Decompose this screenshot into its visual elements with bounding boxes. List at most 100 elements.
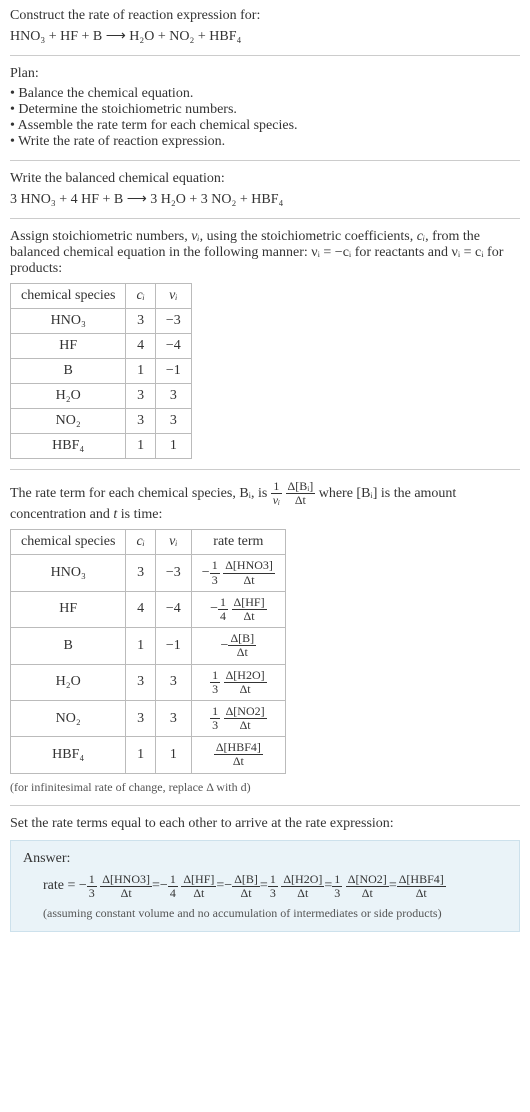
cell-nui: 1 — [155, 434, 191, 459]
cell-species: HNO₃ — [11, 555, 126, 591]
cell-species: HF — [11, 334, 126, 359]
text: is time: — [117, 507, 162, 522]
cell-species: H₂O — [11, 384, 126, 409]
plan-item: Balance the chemical equation. — [10, 86, 520, 102]
relation-products: νᵢ = cᵢ — [452, 245, 484, 260]
cell-ci: 4 — [126, 591, 155, 627]
table-row: NO₂3313 Δ[NO2]Δt — [11, 700, 286, 736]
col-nui: νᵢ — [155, 530, 191, 555]
cell-rate-term: −13 Δ[HNO3]Δt — [191, 555, 285, 591]
table-row: H₂O3313 Δ[H2O]Δt — [11, 664, 286, 700]
rate-term-table: chemical species cᵢ νᵢ rate term HNO₃3−3… — [10, 529, 286, 773]
cell-ci: 3 — [126, 700, 155, 736]
text: The rate term for each chemical species,… — [10, 486, 271, 501]
stoich-explanation: Assign stoichiometric numbers, νᵢ, using… — [10, 229, 520, 277]
text: , using the stoichiometric coefficients, — [200, 229, 417, 244]
rate-label: rate = — [43, 878, 75, 894]
cell-species: NO₂ — [11, 409, 126, 434]
table-row: HBF₄11Δ[HBF4]Δt — [11, 737, 286, 773]
cell-nui: −3 — [155, 555, 191, 591]
ci-symbol: cᵢ — [417, 229, 425, 244]
cell-species: NO₂ — [11, 700, 126, 736]
divider — [10, 55, 520, 56]
table-row: H₂O33 — [11, 384, 192, 409]
cell-nui: −1 — [155, 359, 191, 384]
plan-item: Determine the stoichiometric numbers. — [10, 102, 520, 118]
rate-terms: −13 Δ[HNO3]Δt = −14 Δ[HF]Δt = −Δ[B]Δt = … — [79, 879, 446, 894]
table-row: HBF₄11 — [11, 434, 192, 459]
cell-rate-term: 13 Δ[H2O]Δt — [191, 664, 285, 700]
cell-ci: 3 — [126, 409, 155, 434]
cell-nui: −3 — [155, 309, 191, 334]
cell-species: HBF₄ — [11, 737, 126, 773]
cell-ci: 3 — [126, 555, 155, 591]
plan-heading: Plan: — [10, 66, 520, 82]
cell-rate-term: Δ[HBF4]Δt — [191, 737, 285, 773]
cell-nui: 3 — [155, 664, 191, 700]
table-row: B1−1−Δ[B]Δt — [11, 628, 286, 664]
assumption-note: (assuming constant volume and no accumul… — [23, 906, 507, 921]
fraction: Δ[Bᵢ]Δt — [286, 480, 316, 507]
cell-nui: 1 — [155, 737, 191, 773]
rate-expression: rate = −13 Δ[HNO3]Δt = −14 Δ[HF]Δt = −Δ[… — [23, 873, 507, 900]
table-header-row: chemical species cᵢ νᵢ — [11, 284, 192, 309]
table-row: HF4−4−14 Δ[HF]Δt — [11, 591, 286, 627]
final-heading: Set the rate terms equal to each other t… — [10, 816, 520, 832]
col-ci: cᵢ — [126, 530, 155, 555]
cell-rate-term: 13 Δ[NO2]Δt — [191, 700, 285, 736]
fraction: 1νᵢ — [271, 480, 282, 507]
rate-term-explanation: The rate term for each chemical species,… — [10, 480, 520, 523]
plan-item: Assemble the rate term for each chemical… — [10, 118, 520, 134]
balanced-heading: Write the balanced chemical equation: — [10, 171, 520, 187]
table-footnote: (for infinitesimal rate of change, repla… — [10, 780, 520, 795]
cell-ci: 3 — [126, 384, 155, 409]
table-row: HNO₃3−3−13 Δ[HNO3]Δt — [11, 555, 286, 591]
cell-species: HNO₃ — [11, 309, 126, 334]
divider — [10, 160, 520, 161]
cell-nui: −1 — [155, 628, 191, 664]
cell-species: HBF₄ — [11, 434, 126, 459]
cell-nui: 3 — [155, 409, 191, 434]
unbalanced-equation: HNO₃ + HF + B ⟶ H₂O + NO₂ + HBF₄ — [10, 28, 520, 45]
cell-ci: 3 — [126, 309, 155, 334]
text: Assign stoichiometric numbers, — [10, 229, 191, 244]
cell-ci: 1 — [126, 628, 155, 664]
cell-rate-term: −14 Δ[HF]Δt — [191, 591, 285, 627]
col-ci: cᵢ — [126, 284, 155, 309]
relation-reactants: νᵢ = −cᵢ — [311, 245, 351, 260]
table-header-row: chemical species cᵢ νᵢ rate term — [11, 530, 286, 555]
cell-nui: 3 — [155, 384, 191, 409]
table-row: HF4−4 — [11, 334, 192, 359]
cell-nui: −4 — [155, 334, 191, 359]
col-rate-term: rate term — [191, 530, 285, 555]
divider — [10, 805, 520, 806]
col-species: chemical species — [11, 530, 126, 555]
cell-ci: 1 — [126, 434, 155, 459]
cell-species: H₂O — [11, 664, 126, 700]
table-row: HNO₃3−3 — [11, 309, 192, 334]
plan-item: Write the rate of reaction expression. — [10, 134, 520, 150]
table-row: NO₂33 — [11, 409, 192, 434]
table-row: B1−1 — [11, 359, 192, 384]
cell-species: B — [11, 359, 126, 384]
cell-ci: 1 — [126, 737, 155, 773]
divider — [10, 469, 520, 470]
cell-ci: 3 — [126, 664, 155, 700]
intro-text: Construct the rate of reaction expressio… — [10, 8, 520, 24]
cell-rate-term: −Δ[B]Δt — [191, 628, 285, 664]
cell-ci: 1 — [126, 359, 155, 384]
answer-label: Answer: — [23, 851, 507, 867]
cell-species: B — [11, 628, 126, 664]
plan-list: Balance the chemical equation. Determine… — [10, 86, 520, 150]
cell-ci: 4 — [126, 334, 155, 359]
balanced-equation: 3 HNO₃ + 4 HF + B ⟶ 3 H₂O + 3 NO₂ + HBF₄ — [10, 191, 520, 208]
col-species: chemical species — [11, 284, 126, 309]
text: for reactants and — [351, 245, 451, 260]
answer-box: Answer: rate = −13 Δ[HNO3]Δt = −14 Δ[HF]… — [10, 840, 520, 932]
cell-nui: −4 — [155, 591, 191, 627]
cell-species: HF — [11, 591, 126, 627]
nu-symbol: νᵢ — [191, 229, 199, 244]
cell-nui: 3 — [155, 700, 191, 736]
stoich-table: chemical species cᵢ νᵢ HNO₃3−3 HF4−4 B1−… — [10, 283, 192, 459]
col-nui: νᵢ — [155, 284, 191, 309]
